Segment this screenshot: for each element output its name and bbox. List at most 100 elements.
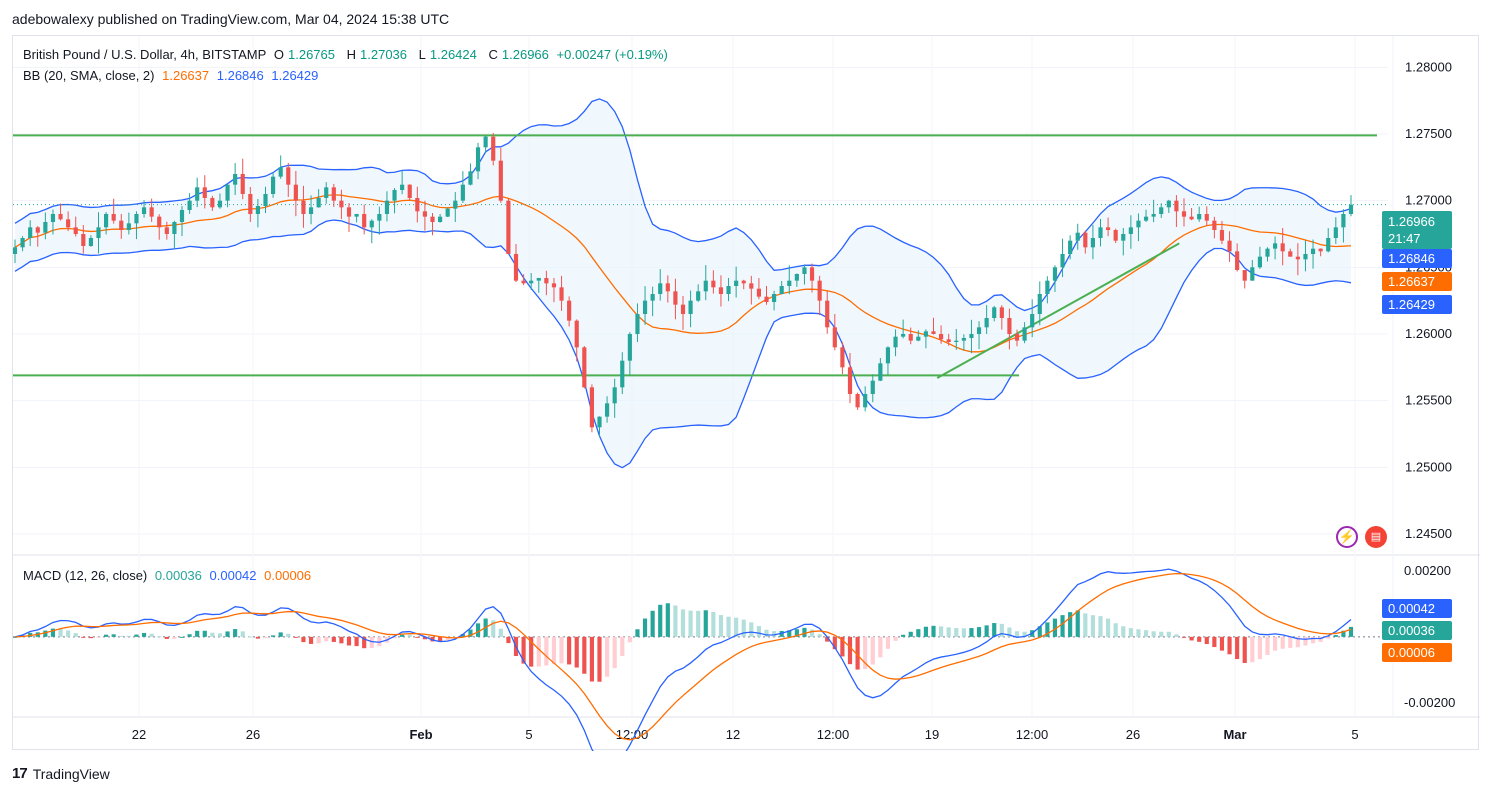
macd-histogram-bar (1045, 622, 1050, 637)
chart-frame[interactable]: 1.280001.275001.270001.265001.260001.255… (12, 35, 1480, 751)
macd-histogram-bar (665, 603, 670, 637)
macd-histogram-bar (202, 630, 207, 637)
candle-body (999, 307, 1004, 318)
candle-body (1257, 256, 1262, 268)
chart-canvas[interactable]: 1.280001.275001.270001.265001.260001.255… (13, 36, 1480, 751)
macd-histogram-bar (460, 634, 465, 637)
macd-histogram-bar (400, 634, 405, 637)
candle-body (1136, 220, 1141, 228)
macd-histogram-bar (658, 604, 663, 637)
candle-body (111, 214, 116, 221)
macd-histogram-bar (764, 629, 769, 637)
change-value: +0.00247 (+0.19%) (556, 47, 668, 62)
candle-body (28, 227, 33, 238)
candle-body (802, 267, 807, 274)
tradingview-logo[interactable]: 17 TradingView (12, 765, 110, 782)
us-flag-icon[interactable]: ▤ (1365, 526, 1387, 548)
bb-lower-value: 1.26429 (271, 68, 319, 83)
candle-body (567, 300, 572, 321)
macd-histogram-bar (324, 636, 329, 642)
lightning-icon[interactable]: ⚡ (1336, 526, 1358, 548)
macd-histogram-bar (141, 632, 147, 637)
candle-body (483, 136, 488, 148)
open-value: 1.26765 (288, 47, 335, 62)
candle-body (354, 214, 359, 217)
candle-body (369, 220, 374, 228)
candle-body (1204, 214, 1209, 221)
candle-body (217, 200, 223, 208)
candle-body (779, 286, 784, 294)
candle-body (1014, 334, 1020, 341)
macd-histogram-bar (43, 630, 48, 637)
candle-body (536, 278, 541, 281)
candle-body (1068, 240, 1073, 254)
candle-body (969, 334, 974, 338)
macd-histogram-bar (1227, 636, 1232, 655)
macd-histogram-bar (179, 636, 185, 638)
candle-body (756, 288, 761, 297)
candle-body (141, 207, 147, 214)
macd-histogram-bar (308, 636, 314, 644)
macd-histogram-bar (916, 629, 921, 637)
macd-histogram-bar (1181, 636, 1187, 638)
candle-body (696, 291, 701, 301)
price-tick-label: 1.27000 (1405, 193, 1452, 208)
macd-histogram-bar (976, 627, 982, 637)
low-label: L (418, 47, 426, 62)
candle-body (506, 200, 511, 254)
candle-body (597, 416, 602, 428)
macd-histogram-bar (1083, 613, 1088, 637)
tradingview-mark-icon: 17 (12, 765, 28, 782)
macd-histogram-bar (1257, 636, 1262, 660)
candle-body (88, 238, 93, 246)
candle-body (407, 184, 412, 198)
candle-body (976, 327, 982, 334)
macd-histogram-bar (1197, 636, 1202, 642)
macd-histogram-bar (1136, 629, 1141, 637)
macd-histogram-bar (802, 627, 807, 637)
macd-histogram-bar (794, 629, 799, 637)
macd-histogram-bar (559, 636, 564, 664)
candle-body (734, 280, 739, 286)
candle-body (1075, 232, 1080, 241)
candle-body (650, 294, 655, 301)
macd-histogram-bar (316, 636, 321, 644)
candle-body (1174, 200, 1179, 212)
candle-body (1288, 251, 1293, 257)
macd-histogram-bar (354, 636, 359, 647)
candle-body (240, 174, 245, 194)
candle-body (1189, 216, 1194, 220)
macd-histogram-bar (1174, 634, 1179, 637)
macd-histogram-bar (278, 632, 283, 637)
macd-line-value: 0.00042 (209, 568, 257, 583)
time-tick-label: 12:00 (817, 727, 850, 742)
macd-histogram-bar (1303, 636, 1308, 646)
macd-histogram-bar (1318, 636, 1323, 642)
macd-histogram-bar (536, 636, 541, 667)
candle-body (589, 387, 594, 428)
macd-histogram-bar (1090, 615, 1095, 637)
macd-histogram-bar (88, 636, 93, 639)
candle-body (832, 327, 837, 348)
candle-body (1235, 251, 1240, 270)
macd-histogram-bar (605, 636, 610, 677)
time-tick-label: 19 (925, 727, 939, 742)
candle-body (126, 223, 131, 230)
macd-histogram-bar (589, 636, 594, 682)
candle-body (673, 291, 678, 305)
candle-body (1303, 254, 1308, 260)
macd-histogram-bar (741, 619, 746, 637)
macd-histogram-bar (506, 636, 511, 644)
candle-body (324, 187, 329, 198)
price-tick-label: 1.25500 (1405, 393, 1452, 408)
candle-body (1083, 232, 1088, 248)
candle-body (1318, 248, 1323, 252)
macd-histogram-bar (521, 636, 526, 664)
candle-body (825, 300, 830, 328)
candle-body (658, 283, 663, 294)
candle-body (688, 300, 693, 314)
candle-body (331, 187, 336, 201)
macd-histogram-bar (58, 628, 63, 637)
macd-histogram-bar (597, 636, 602, 682)
bb-upper-line (14, 98, 1352, 312)
